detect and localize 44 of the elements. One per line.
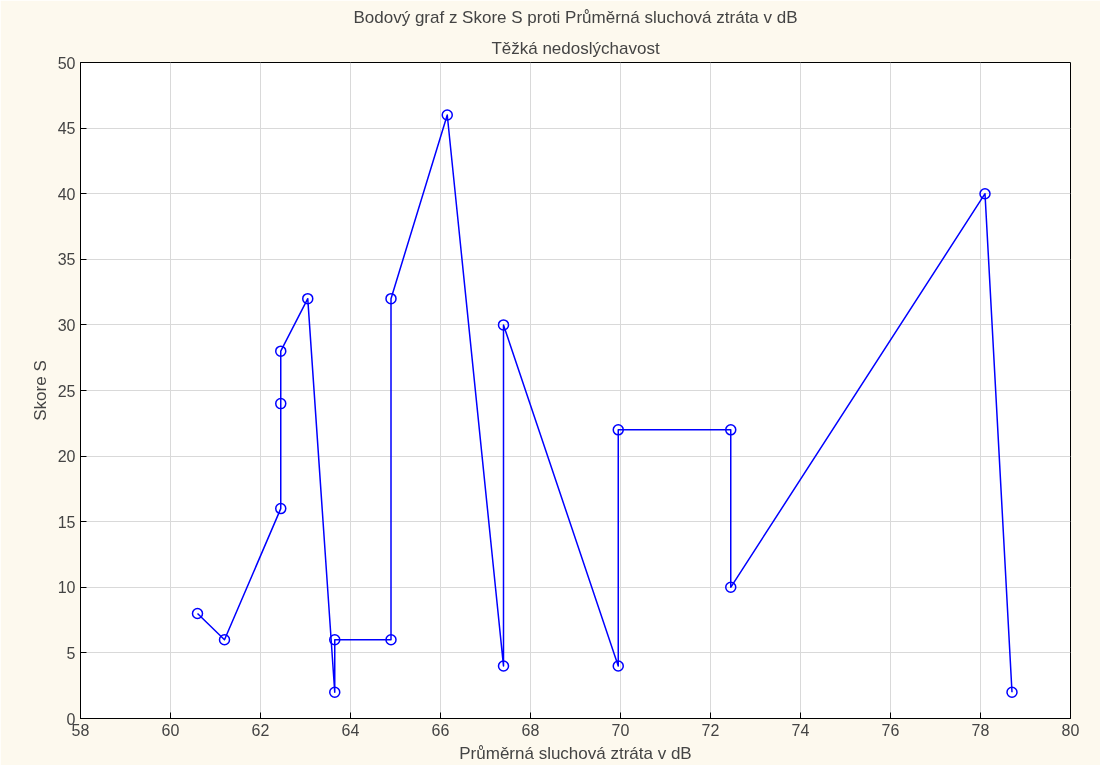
y-tick-label: 30: [57, 316, 76, 334]
point: [329, 686, 341, 698]
y-tick-label: 10: [57, 579, 76, 597]
point: [385, 634, 397, 646]
x-axis-title: Průměrná sluchová ztráta v dB: [459, 743, 692, 763]
x-tick-label: 70: [611, 721, 630, 739]
x-tick-label: 74: [791, 721, 810, 739]
point: [275, 397, 287, 410]
point: [612, 660, 624, 672]
point: [441, 109, 453, 121]
y-tick-label: 50: [57, 54, 76, 72]
x-tick-label: 76: [881, 721, 900, 739]
point: [275, 345, 287, 357]
point: [275, 502, 287, 515]
x-tick-label: 80: [1061, 721, 1080, 739]
y-tick-label: 5: [66, 644, 76, 662]
point: [385, 292, 397, 305]
y-axis-title: Skore S: [30, 360, 50, 421]
x-tick-label: 78: [971, 721, 990, 739]
point: [497, 319, 510, 331]
x-tick-label: 60: [161, 721, 180, 739]
point: [191, 607, 204, 620]
point: [302, 292, 314, 305]
point: [979, 187, 991, 200]
chart-title: Bodový graf z Skore S proti Průměrná sluchová ztráta v dB: [353, 7, 798, 27]
y-tick-label: 40: [57, 185, 76, 203]
point: [725, 424, 737, 436]
point: [1006, 686, 1018, 698]
x-tick-label: 68: [521, 721, 540, 739]
y-tick-label: 15: [57, 513, 76, 531]
x-tick-label: 66: [431, 721, 450, 739]
point: [725, 581, 737, 594]
y-tick-label: 20: [57, 448, 76, 466]
point: [612, 424, 624, 436]
y-tick-label: 45: [57, 120, 76, 138]
point: [218, 634, 231, 646]
point: [329, 634, 341, 646]
x-tick-label: 62: [251, 721, 270, 739]
chart-subtitle: Těžká nedoslýchavost: [491, 38, 660, 58]
y-tick-label: 35: [57, 251, 76, 269]
point: [497, 660, 510, 672]
x-tick-label: 72: [701, 721, 720, 739]
y-tick-label: 25: [57, 382, 76, 400]
x-tick-label: 64: [341, 721, 360, 739]
